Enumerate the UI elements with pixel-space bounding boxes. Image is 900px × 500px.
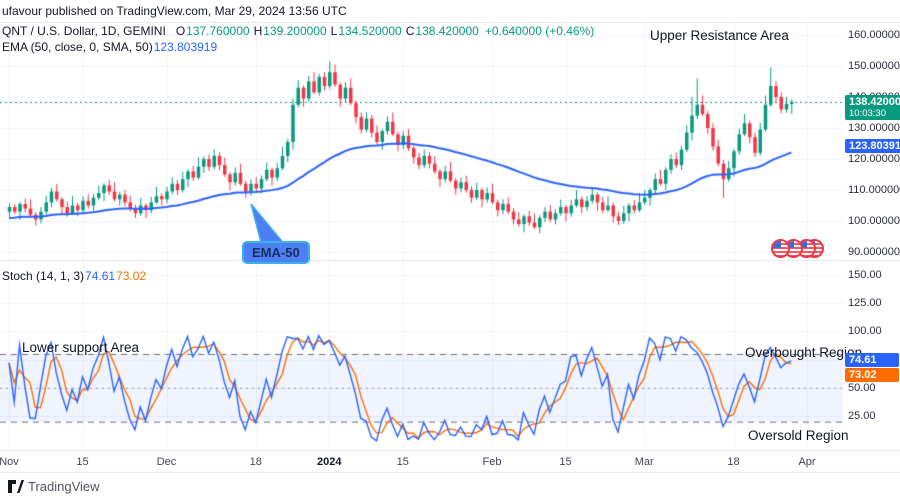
- annotation-upper-resistance[interactable]: Upper Resistance Area: [650, 28, 789, 43]
- tradingview-logo-icon[interactable]: [8, 479, 24, 499]
- time-axis-label: Apr: [798, 456, 816, 468]
- stoch-d-badge: 73.02: [845, 368, 899, 383]
- change-value: +0.640000 (+0.46%): [484, 24, 595, 38]
- stoch-legend[interactable]: Stoch (14, 1, 3)74.6173.02: [2, 269, 146, 283]
- low-label: L: [330, 24, 338, 38]
- stoch-axis-label: 25.00: [848, 410, 876, 422]
- annotation-overbought[interactable]: Overbought Region: [745, 345, 863, 360]
- price-axis-label: 90.000000: [848, 246, 900, 258]
- ema-callout[interactable]: EMA-50: [242, 241, 310, 264]
- price-axis-label: 120.000000: [848, 153, 900, 165]
- price-axis-label: 150.000000: [848, 60, 900, 72]
- price-axis-label: 130.000000: [848, 122, 900, 134]
- stoch-k-badge: 74.61: [845, 353, 899, 368]
- stoch-label: Stoch (14, 1, 3): [2, 269, 85, 283]
- bar-countdown: 10:03:30: [849, 107, 886, 119]
- open-value: 137.760000: [186, 24, 250, 38]
- annotation-lower-support[interactable]: Lower support Area: [22, 340, 140, 355]
- close-label: C: [405, 24, 415, 38]
- high-label: H: [253, 24, 263, 38]
- attribution-text: ufavour published on TradingView.com, Ma…: [2, 4, 347, 18]
- time-axis-label: 15: [76, 456, 89, 468]
- price-axis-label: 100.000000: [848, 215, 900, 227]
- time-axis-label: 15: [396, 456, 409, 468]
- symbol-legend[interactable]: QNT / U.S. Dollar, 1D, GEMINI O137.760000…: [2, 24, 594, 38]
- high-value: 139.200000: [263, 24, 327, 38]
- time-axis-label: 18: [727, 456, 740, 468]
- price-axis-label: 110.000000: [848, 184, 900, 196]
- time-axis-label: 18: [249, 456, 262, 468]
- symbol-title: QNT / U.S. Dollar, 1D, GEMINI: [2, 24, 166, 38]
- price-axis-label: 160.000000: [848, 29, 900, 41]
- close-value: 138.420000: [415, 24, 479, 38]
- footer-bar: TradingView: [0, 472, 900, 500]
- time-axis-label: Nov: [0, 456, 19, 468]
- annotation-oversold[interactable]: Oversold Region: [748, 428, 849, 443]
- last-price-badge: 138.420000 10:03:30: [845, 94, 900, 120]
- open-label: O: [175, 24, 186, 38]
- stoch-axis-label: 50.00: [848, 381, 876, 394]
- time-axis-label: 15: [559, 456, 572, 468]
- low-value: 134.520000: [338, 24, 402, 38]
- stoch-axis-label: 100.00: [848, 325, 882, 338]
- time-axis-label: 2024: [317, 456, 342, 468]
- last-price-value: 138.420000: [849, 95, 900, 108]
- stoch-d-value: 73.02: [116, 269, 147, 283]
- time-axis-label: Mar: [634, 456, 654, 468]
- ema-value: 123.803919: [153, 40, 218, 54]
- time-axis-label: Dec: [156, 456, 177, 468]
- tradingview-brand[interactable]: TradingView: [28, 479, 100, 494]
- stoch-axis-label: 125.00: [848, 297, 882, 310]
- time-axis-label: Feb: [482, 456, 502, 468]
- ema-value-badge: 123.803919: [845, 139, 900, 154]
- ema-legend[interactable]: EMA (50, close, 0, SMA, 50)123.803919: [2, 40, 217, 54]
- ema-label: EMA (50, close, 0, SMA, 50): [2, 40, 153, 54]
- us-flag-icon[interactable]: [771, 239, 790, 258]
- stoch-k-value: 74.61: [85, 269, 116, 283]
- stoch-axis-label: 150.00: [848, 269, 882, 281]
